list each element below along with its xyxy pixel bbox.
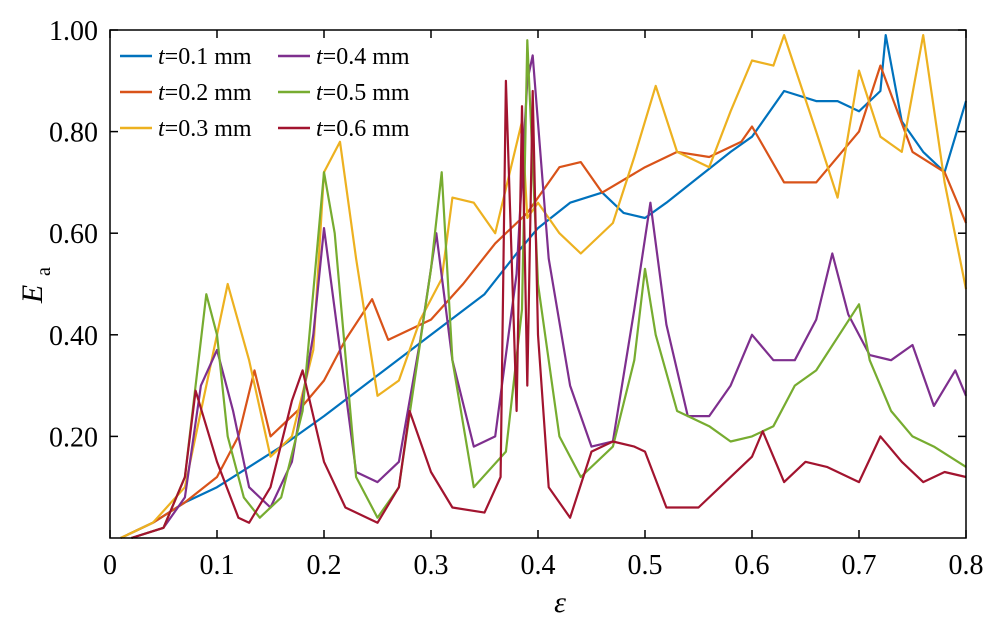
x-tick-label: 0.3 bbox=[414, 550, 449, 581]
legend-value: =0.4 mm bbox=[323, 44, 410, 70]
series-line-3 bbox=[120, 34, 968, 539]
series-layer bbox=[120, 34, 968, 540]
x-tick-label: 0.2 bbox=[307, 550, 342, 581]
y-tick-label: 0.80 bbox=[49, 118, 98, 149]
legend-var: t bbox=[158, 116, 166, 142]
legend-label-3: t=0.3 mm bbox=[158, 116, 252, 142]
x-tick-label: 0.7 bbox=[842, 550, 877, 581]
y-tick-label: 1.00 bbox=[49, 16, 98, 47]
y-axis-label-main: E bbox=[16, 285, 49, 304]
legend-var: t bbox=[316, 116, 324, 142]
x-tick-label: 0 bbox=[103, 550, 117, 581]
legend-label-5: t=0.5 mm bbox=[316, 80, 410, 106]
series-line-1 bbox=[120, 34, 968, 539]
y-tick-label: 0.60 bbox=[49, 219, 98, 250]
legend-var: t bbox=[316, 80, 324, 106]
series-line-4 bbox=[131, 54, 968, 540]
legend: t=0.1 mmt=0.2 mmt=0.3 mmt=0.4 mmt=0.5 mm… bbox=[120, 44, 410, 142]
legend-value: =0.3 mm bbox=[165, 116, 252, 142]
legend-var: t bbox=[316, 44, 324, 70]
x-tick-label: 0.8 bbox=[949, 550, 984, 581]
legend-label-6: t=0.6 mm bbox=[316, 116, 410, 142]
x-tick-label: 0.4 bbox=[521, 550, 556, 581]
x-tick-label: 0.5 bbox=[628, 550, 663, 581]
y-axis-label: E a bbox=[16, 267, 55, 304]
legend-value: =0.1 mm bbox=[165, 44, 252, 70]
ticks-layer: 0 0.1 0.2 0.3 0.4 0.5 0.6 0.7 0.8 0.20 0.40 0.60 0.8… bbox=[49, 16, 984, 581]
legend-var: t bbox=[158, 44, 166, 70]
y-tick-label: 0.20 bbox=[49, 422, 98, 453]
series-line-5 bbox=[131, 39, 967, 540]
legend-label-1: t=0.1 mm bbox=[158, 44, 252, 70]
x-tick-label: 0.6 bbox=[735, 550, 770, 581]
legend-label-4: t=0.4 mm bbox=[316, 44, 410, 70]
y-tick-label: 0.40 bbox=[49, 321, 98, 352]
legend-value: =0.6 mm bbox=[323, 116, 410, 142]
x-tick-label: 0.1 bbox=[200, 550, 235, 581]
legend-value: =0.2 mm bbox=[165, 80, 252, 106]
y-axis-label-subscript: a bbox=[33, 267, 55, 276]
legend-value: =0.5 mm bbox=[323, 80, 410, 106]
series-line-6 bbox=[131, 79, 967, 540]
x-axis-label: ε bbox=[554, 586, 566, 619]
legend-label-2: t=0.2 mm bbox=[158, 80, 252, 106]
legend-var: t bbox=[158, 80, 166, 106]
